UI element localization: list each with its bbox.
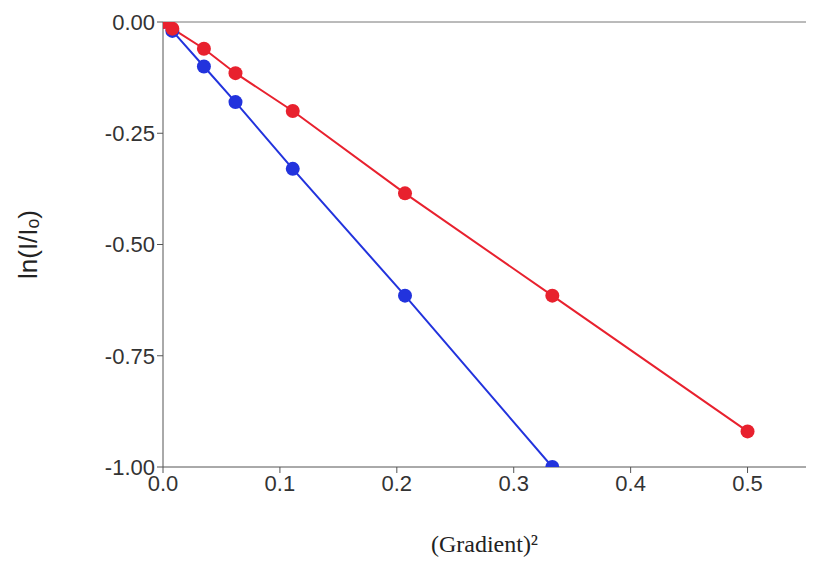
svg-text:0.00: 0.00 xyxy=(112,10,155,35)
svg-text:0.2: 0.2 xyxy=(382,471,413,496)
svg-text:-0.25: -0.25 xyxy=(105,121,155,146)
svg-text:ln(I/Iₒ): ln(I/Iₒ) xyxy=(13,210,43,279)
svg-text:(Gradient)²: (Gradient)² xyxy=(431,531,538,557)
svg-text:0.0: 0.0 xyxy=(147,470,179,496)
svg-text:0.1: 0.1 xyxy=(265,471,296,496)
svg-text:0.4: 0.4 xyxy=(615,471,646,496)
svg-text:-1.00: -1.00 xyxy=(105,455,155,480)
svg-text:-0.75: -0.75 xyxy=(105,344,155,369)
svg-text:-0.50: -0.50 xyxy=(105,232,155,257)
svg-text:0.5: 0.5 xyxy=(732,471,763,496)
svg-text:0.3: 0.3 xyxy=(498,471,529,496)
